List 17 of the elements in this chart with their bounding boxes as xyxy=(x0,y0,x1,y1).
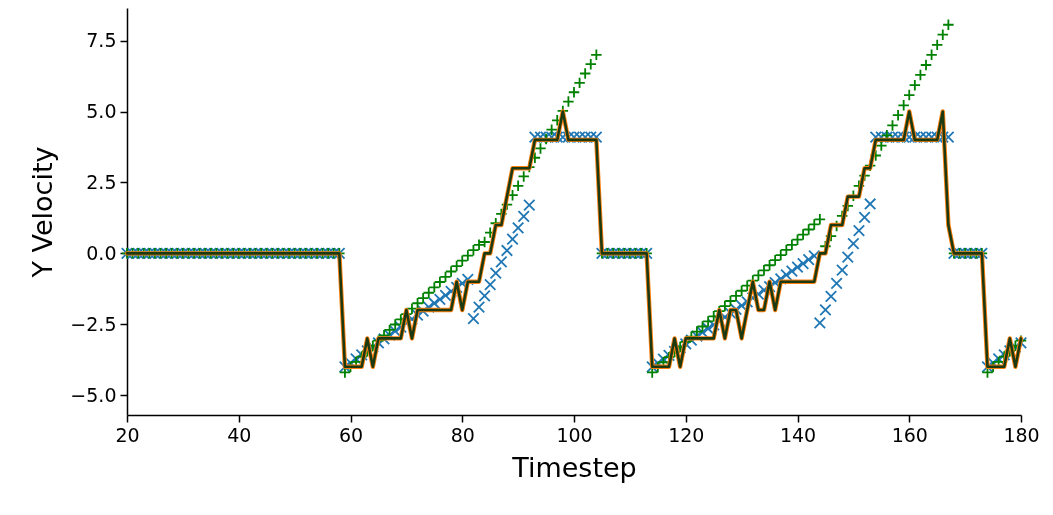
y-tick-label: 0.0 xyxy=(86,241,117,264)
y-tick-label: −2.5 xyxy=(70,312,117,335)
x-tick-label: 60 xyxy=(338,423,364,446)
y-axis-title: Y Velocity xyxy=(27,146,59,279)
x-tick-label: 120 xyxy=(668,423,705,446)
x-tick-label: 80 xyxy=(450,423,475,446)
y-tick-label: 2.5 xyxy=(86,170,117,193)
x-tick-label: 140 xyxy=(779,423,817,446)
x-tick-label: 20 xyxy=(115,423,140,446)
y-tick-label: 5.0 xyxy=(86,100,117,123)
x-tick-label: 100 xyxy=(556,423,593,446)
y-tick-label: 7.5 xyxy=(86,29,117,52)
x-tick-label: 160 xyxy=(891,423,928,446)
x-axis-title: Timestep xyxy=(511,451,637,483)
x-tick-label: 180 xyxy=(1003,423,1040,446)
y-tick-label: −5.0 xyxy=(70,383,117,406)
x-tick-label: 40 xyxy=(227,423,252,446)
